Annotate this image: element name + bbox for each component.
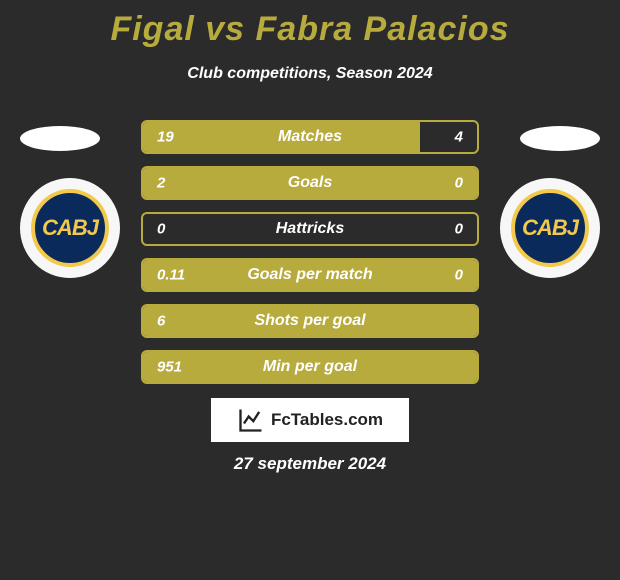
chart-icon [237,406,265,434]
stat-label: Goals per match [143,266,477,284]
stat-row: 19Matches4 [141,120,479,154]
page-title: Figal vs Fabra Palacios [0,0,620,49]
club-badge-inner: CABJ [511,189,589,267]
subtitle: Club competitions, Season 2024 [0,65,620,83]
player2-club-badge: CABJ [500,178,600,278]
stat-label: Goals [143,174,477,192]
stat-label: Hattricks [143,220,477,238]
rendered-date: 27 september 2024 [0,454,620,474]
stat-row: 6Shots per goal [141,304,479,338]
stat-row: 951Min per goal [141,350,479,384]
stat-row: 2Goals0 [141,166,479,200]
player2-silhouette [520,126,600,151]
stat-value-right: 0 [455,221,463,238]
club-badge-inner: CABJ [31,189,109,267]
brand-logo: FcTables.com [211,398,409,442]
stat-row: 0Hattricks0 [141,212,479,246]
stat-value-right: 0 [455,175,463,192]
stat-value-right: 4 [455,129,463,146]
player1-club-badge: CABJ [20,178,120,278]
stat-label: Matches [143,128,477,146]
stat-label: Min per goal [143,358,477,376]
stat-row: 0.11Goals per match0 [141,258,479,292]
player1-silhouette [20,126,100,151]
stats-list: 19Matches42Goals00Hattricks00.11Goals pe… [141,120,479,384]
brand-text: FcTables.com [271,410,383,430]
stat-value-right: 0 [455,267,463,284]
stat-label: Shots per goal [143,312,477,330]
